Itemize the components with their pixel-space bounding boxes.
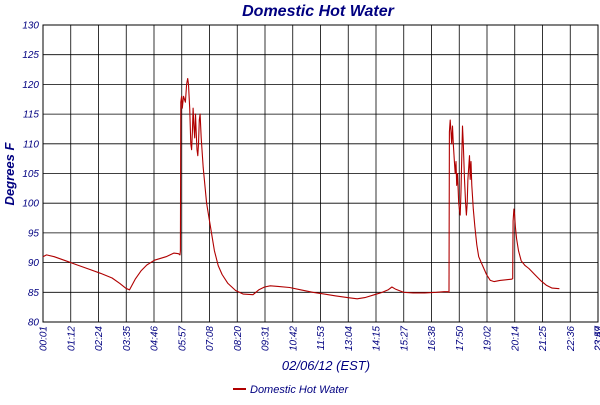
x-tick-label: 04:46 — [150, 326, 161, 351]
x-tick-label: 22:36 — [566, 326, 577, 352]
x-tick-label: 11:53 — [316, 326, 327, 351]
grid — [43, 25, 598, 322]
x-tick-label: 15:27 — [399, 326, 410, 351]
x-tick-label: 19:02 — [483, 326, 494, 351]
x-tick-label: 09:31 — [261, 326, 272, 351]
chart-title: Domestic Hot Water — [242, 3, 395, 20]
y-tick-label: 100 — [22, 199, 39, 210]
x-tick-label: 17:50 — [455, 326, 466, 351]
x-tick-label: 00:01 — [39, 326, 50, 351]
legend: Domestic Hot Water — [233, 384, 350, 396]
x-tick-label: 13:04 — [344, 326, 355, 351]
x-tick-label: 16:38 — [427, 326, 438, 351]
y-tick-label: 85 — [28, 288, 40, 299]
y-tick-label: 105 — [22, 169, 39, 180]
x-tick-label: 20:14 — [510, 326, 521, 352]
x-tick-label: 08:20 — [233, 326, 244, 351]
y-tick-label: 130 — [22, 21, 39, 32]
x-tick-label: 05:57 — [177, 326, 188, 351]
y-tick-label: 115 — [23, 110, 39, 121]
y-axis-label: Degrees F — [2, 142, 17, 206]
x-axis-ticks: 00:01 01:12 02:24 03:35 04:46 05:57 07:08 08:20… — [39, 326, 600, 352]
series-line-0 — [43, 79, 559, 299]
x-tick-label: 23:59 — [594, 326, 600, 352]
y-tick-label: 125 — [22, 50, 39, 61]
y-tick-label: 90 — [28, 258, 40, 269]
x-tick-label: 21:25 — [538, 326, 549, 352]
x-tick-label: 02:24 — [94, 326, 105, 351]
legend-label: Domestic Hot Water — [250, 384, 350, 396]
x-axis-label: 02/06/12 (EST) — [282, 358, 370, 373]
x-tick-label: 14:15 — [372, 326, 383, 351]
y-tick-label: 120 — [22, 80, 39, 91]
x-tick-label: 03:35 — [122, 326, 133, 351]
y-tick-label: 110 — [23, 139, 39, 150]
series — [43, 79, 559, 299]
x-tick-label: 01:12 — [66, 326, 77, 351]
x-tick-label: 07:08 — [205, 326, 216, 351]
y-tick-label: 95 — [28, 228, 40, 239]
x-tick-label: 10:42 — [288, 326, 299, 351]
